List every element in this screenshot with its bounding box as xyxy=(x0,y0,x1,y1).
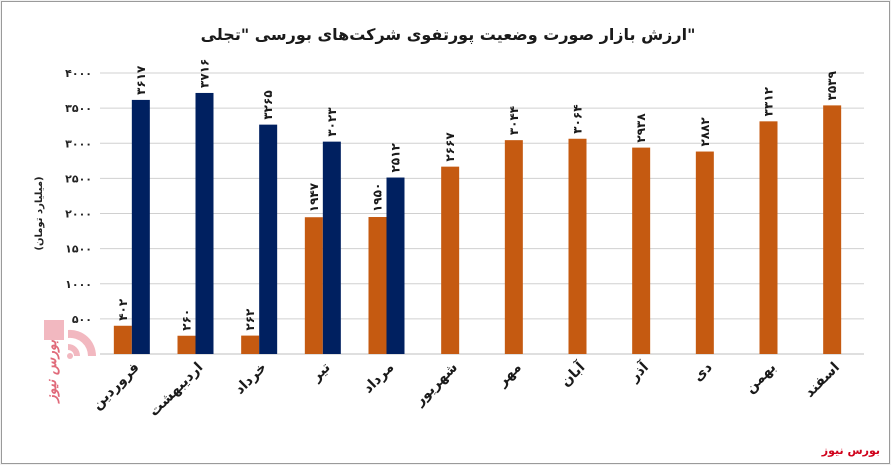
data-label: ۳۵۳۹ xyxy=(825,70,839,100)
data-label: ۲۶۶۷ xyxy=(443,132,457,162)
x-tick-label: بهمن xyxy=(742,360,779,397)
bar xyxy=(441,166,460,354)
bar xyxy=(368,217,387,354)
data-label: ۳۷۱۶ xyxy=(198,59,212,88)
data-label: ۲۶۲ xyxy=(243,308,257,331)
x-tick-label: آبان xyxy=(556,357,589,390)
bar xyxy=(386,177,405,354)
source-credit: بورس نیوز xyxy=(821,444,880,457)
bar xyxy=(241,335,260,354)
x-tick-label: دی xyxy=(690,360,715,385)
y-tick-label: ۵۰۰ xyxy=(72,313,92,326)
y-tick-label: ۲۰۰۰ xyxy=(65,208,92,221)
data-label: ۳۰۶۴ xyxy=(571,104,585,133)
bar xyxy=(504,140,523,354)
data-label: ۳۰۴۴ xyxy=(507,106,521,135)
x-tick-label: اردیبهشت xyxy=(146,360,206,420)
x-tick-label: مرداد xyxy=(360,360,397,397)
data-label: ۱۹۴۷ xyxy=(307,182,321,212)
data-label: ۱۹۵۰ xyxy=(371,183,385,212)
logo-mark: بورس نیوز xyxy=(44,320,97,404)
logo-text: بورس نیوز xyxy=(44,339,60,404)
y-tick-label: ۱۰۰۰ xyxy=(65,278,92,291)
bar xyxy=(695,151,714,354)
data-label: ۳۰۲۳ xyxy=(325,107,339,137)
y-tick-label: ۱۵۰۰ xyxy=(65,243,92,256)
gridlines xyxy=(100,72,864,320)
bar xyxy=(304,217,323,354)
bar xyxy=(823,105,842,354)
x-tick-label: مهر xyxy=(494,360,525,391)
chart-title: ارزش بازار صورت وضعیت پورتفوی شرکت‌های ب… xyxy=(201,25,696,45)
y-axis-ticks: ۵۰۰ ۱۰۰۰ ۱۵۰۰ ۲۰۰۰ ۲۵۰۰ ۳۰۰۰ ۳۵۰۰ ۴۰۰۰ xyxy=(65,67,92,326)
y-tick-label: ۳۰۰۰ xyxy=(65,137,92,150)
logo-icon xyxy=(44,320,64,340)
x-tick-label: آذر xyxy=(624,357,652,385)
bar xyxy=(177,335,196,354)
data-label: ۳۶۱۷ xyxy=(134,65,148,95)
data-label: ۴۰۲ xyxy=(116,298,130,321)
x-tick-label: شهریور xyxy=(411,360,461,410)
data-label: ۲۹۳۸ xyxy=(634,113,648,143)
y-tick-label: ۴۰۰۰ xyxy=(65,67,92,80)
x-tick-label: خرداد xyxy=(232,360,270,398)
data-label: ۲۶۰ xyxy=(180,309,194,331)
bar xyxy=(113,325,132,354)
data-label: ۳۳۱۲ xyxy=(762,86,776,116)
data-label: ۳۲۶۵ xyxy=(261,90,275,119)
x-tick-label: اسفند xyxy=(802,360,843,401)
bar xyxy=(632,147,651,354)
bar xyxy=(131,99,150,354)
data-labels: ۴۰۲ ۳۶۱۷ ۲۶۰ ۳۷۱۶ ۲۶۲ ۳۲۶۵ ۱۹۴۷ ۳۰۲۳ ۱۹۵۰ ۲۵۱۲ ۲۶۶… xyxy=(116,59,839,331)
bar xyxy=(568,138,587,354)
bar xyxy=(259,124,278,354)
x-tick-label: فروردین xyxy=(89,360,143,414)
x-axis-ticks: فروردین اردیبهشت خرداد تیر مرداد شهریور مهر آبا… xyxy=(89,357,843,420)
y-axis-label: (میلیارد تومان) xyxy=(34,176,45,250)
bar xyxy=(322,141,341,354)
bar xyxy=(759,121,778,354)
y-tick-label: ۳۵۰۰ xyxy=(65,102,92,115)
x-tick-label: تیر xyxy=(308,360,334,386)
data-label: ۲۵۱۲ xyxy=(389,143,403,173)
bar xyxy=(195,92,214,355)
y-tick-label: ۲۵۰۰ xyxy=(65,172,92,185)
data-label: ۲۸۸۲ xyxy=(698,117,712,147)
bars xyxy=(113,92,842,355)
